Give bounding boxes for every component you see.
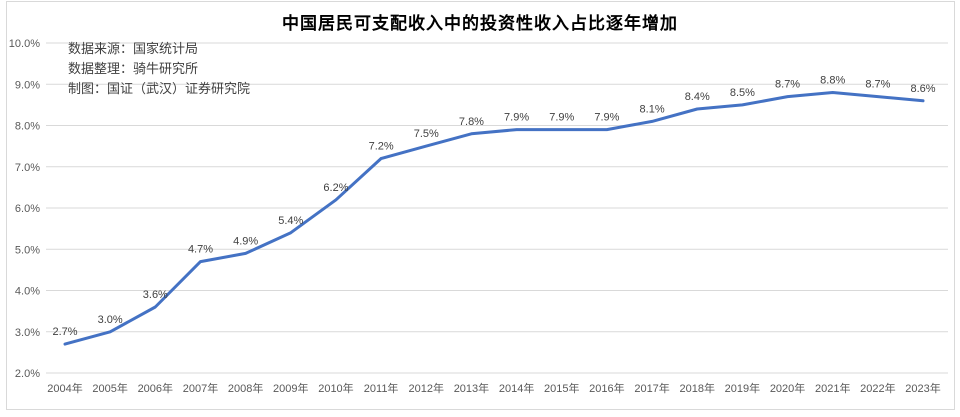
data-label: 3.0% <box>98 314 123 326</box>
data-label: 7.9% <box>594 112 619 124</box>
x-axis-label: 2012年 <box>409 381 444 395</box>
annotation-data-source: 数据来源：国家统计局 <box>68 41 199 56</box>
y-axis-label: 2.0% <box>15 368 40 380</box>
data-label: 8.7% <box>865 79 890 91</box>
x-axis-label: 2018年 <box>679 381 714 395</box>
x-axis-label: 2009年 <box>273 381 308 395</box>
x-axis-label: 2006年 <box>138 381 173 395</box>
data-label: 8.8% <box>820 75 845 87</box>
data-label: 4.9% <box>233 235 258 247</box>
data-label: 8.1% <box>640 103 665 115</box>
data-label: 8.6% <box>911 83 936 95</box>
x-axis-label: 2005年 <box>92 381 127 395</box>
data-label: 7.9% <box>549 112 574 124</box>
y-axis-label: 9.0% <box>15 79 40 91</box>
data-label: 7.8% <box>459 116 484 128</box>
x-axis-label: 2013年 <box>454 381 489 395</box>
x-axis-label: 2015年 <box>544 381 579 395</box>
x-axis-label: 2020年 <box>770 381 805 395</box>
x-axis-label: 2004年 <box>47 381 82 395</box>
x-axis-label: 2019年 <box>725 381 760 395</box>
x-axis-label: 2007年 <box>183 381 218 395</box>
data-label: 7.9% <box>504 112 529 124</box>
data-label: 3.6% <box>143 289 168 301</box>
data-label: 8.7% <box>775 79 800 91</box>
x-axis-label: 2022年 <box>860 381 895 395</box>
data-label: 6.2% <box>323 182 348 194</box>
x-axis-label: 2023年 <box>905 381 940 395</box>
data-label: 4.7% <box>188 244 213 256</box>
y-axis-label: 4.0% <box>15 286 40 298</box>
y-axis-label: 5.0% <box>15 244 40 256</box>
x-axis-label: 2014年 <box>499 381 534 395</box>
annotation-chart-credit: 制图：国证（武汉）证券研究院 <box>68 81 251 96</box>
y-axis-label: 8.0% <box>15 121 40 133</box>
data-label: 7.5% <box>414 128 439 140</box>
y-axis-label: 3.0% <box>15 327 40 339</box>
y-axis-label: 7.0% <box>15 162 40 174</box>
x-axis-label: 2021年 <box>815 381 850 395</box>
x-axis-label: 2017年 <box>634 381 669 395</box>
chart-title: 中国居民可支配收入中的投资性收入占比逐年增加 <box>282 14 678 33</box>
data-label: 7.2% <box>369 141 394 153</box>
data-label: 8.4% <box>685 91 710 103</box>
data-label: 5.4% <box>278 215 303 227</box>
x-axis-label: 2008年 <box>228 381 263 395</box>
x-axis-label: 2011年 <box>364 381 399 395</box>
annotation-data-curation: 数据整理：骑牛研究所 <box>68 61 199 76</box>
y-axis-label: 10.0% <box>9 38 40 50</box>
data-label: 8.5% <box>730 87 755 99</box>
y-axis-label: 6.0% <box>15 203 40 215</box>
series-line <box>63 91 925 346</box>
x-axis-label: 2010年 <box>318 381 353 395</box>
x-axis-label: 2016年 <box>589 381 624 395</box>
chart-annotations: 数据来源：国家统计局 数据整理：骑牛研究所 制图：国证（武汉）证券研究院 <box>68 39 250 99</box>
data-label: 2.7% <box>52 326 77 338</box>
